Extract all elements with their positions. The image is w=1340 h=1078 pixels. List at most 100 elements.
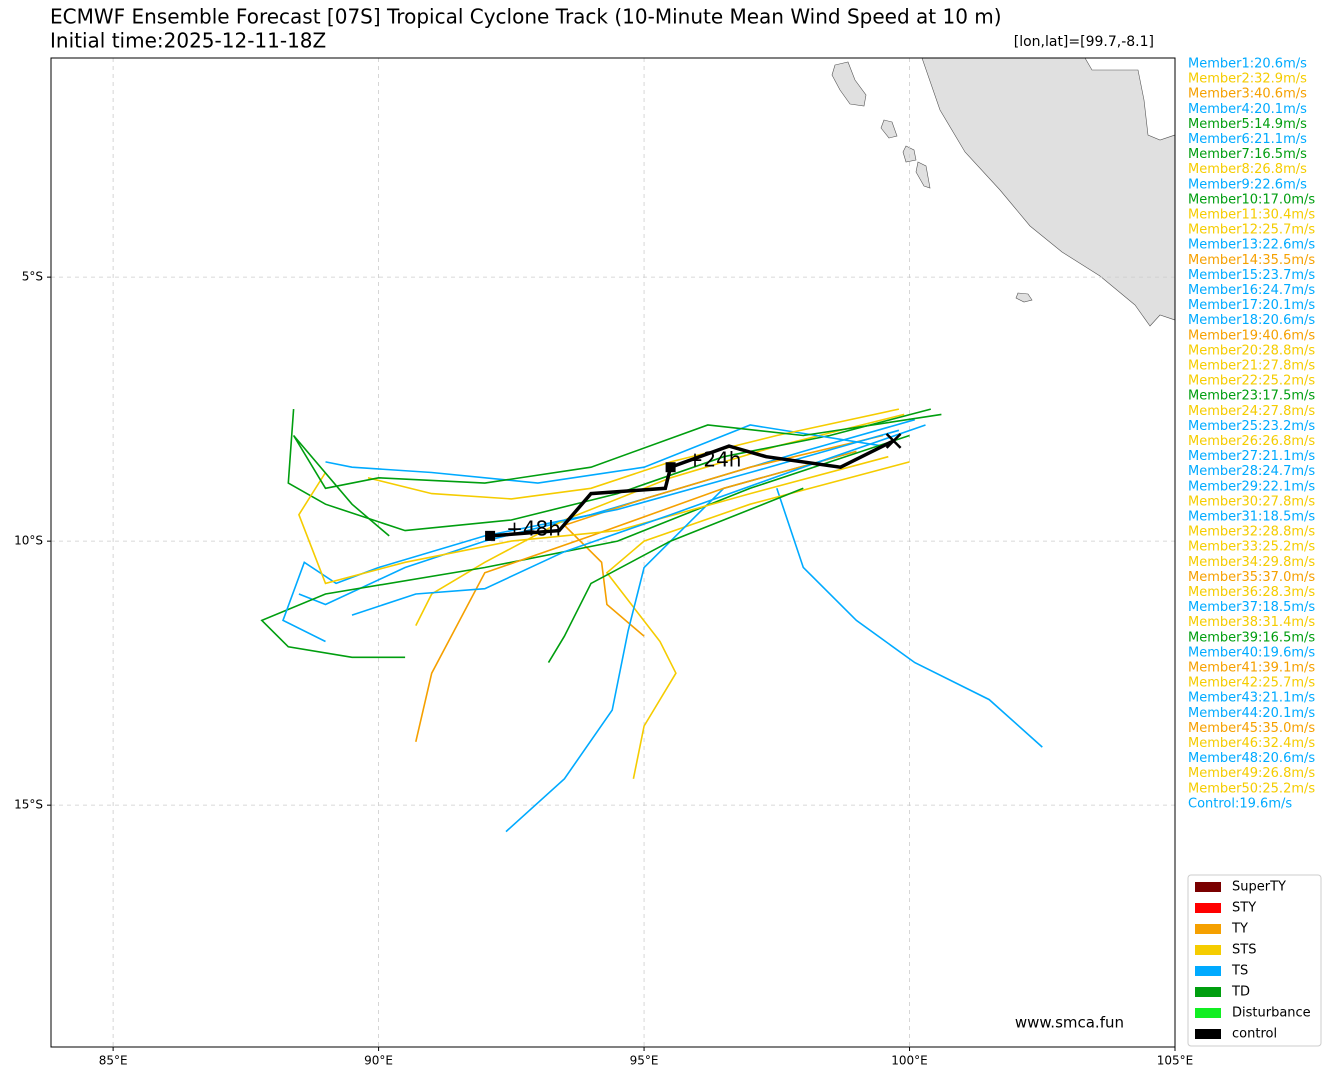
- x-tick-label: 85°E: [99, 1054, 128, 1068]
- legend-label: TS: [1231, 964, 1248, 979]
- member-label: Member50:25.2m/s: [1188, 781, 1315, 796]
- y-tick-label: 10°S: [14, 534, 43, 548]
- member-label: Member43:21.1m/s: [1188, 691, 1315, 706]
- member-label: Member38:31.4m/s: [1188, 615, 1315, 630]
- member-label: Member41:39.1m/s: [1188, 661, 1315, 676]
- member-label: Member29:22.1m/s: [1188, 479, 1315, 494]
- member-track: [367, 408, 900, 500]
- member-label: Member12:25.7m/s: [1188, 223, 1315, 238]
- member-label: Member26:26.8m/s: [1188, 434, 1315, 449]
- member-label: Member40:19.6m/s: [1188, 645, 1315, 660]
- legend-box: [1187, 874, 1322, 1047]
- land: [831, 58, 1175, 327]
- member-label: Member31:18.5m/s: [1188, 510, 1315, 525]
- grid: [51, 58, 1176, 1047]
- member-track: [605, 461, 910, 779]
- island: [1015, 292, 1033, 303]
- member-track: [287, 408, 932, 532]
- member-label: Member6:21.1m/s: [1188, 132, 1307, 147]
- member-label: Member46:32.4m/s: [1188, 736, 1315, 751]
- member-label: Member32:28.8m/s: [1188, 525, 1315, 540]
- x-tick-label: 90°E: [364, 1054, 393, 1068]
- x-tick-label: 95°E: [630, 1054, 659, 1068]
- y-tick-label: 15°S: [14, 798, 43, 812]
- member-label: Member34:29.8m/s: [1188, 555, 1315, 570]
- member-label: Member13:22.6m/s: [1188, 238, 1315, 253]
- legend-label: control: [1232, 1027, 1277, 1042]
- member-track: [351, 424, 926, 616]
- member-label: Member23:17.5m/s: [1188, 389, 1315, 404]
- member-label: Member35:37.0m/s: [1188, 570, 1315, 585]
- member-label: Member20:28.8m/s: [1188, 343, 1315, 358]
- member-label: Member3:40.6m/s: [1188, 87, 1307, 102]
- member-label: Member22:25.2m/s: [1188, 374, 1315, 389]
- member-label: Member28:24.7m/s: [1188, 464, 1315, 479]
- sumatra: [921, 58, 1175, 327]
- legend-label: STY: [1232, 901, 1256, 916]
- member-label: Member11:30.4m/s: [1188, 208, 1315, 223]
- island: [831, 61, 867, 107]
- member-label: Member49:26.8m/s: [1188, 766, 1315, 781]
- legend-label: TD: [1231, 985, 1250, 1000]
- legend-swatch: [1195, 903, 1221, 913]
- member-track: [776, 488, 1043, 748]
- member-label: Member19:40.6m/s: [1188, 328, 1315, 343]
- legend-label: STS: [1232, 943, 1256, 958]
- legend-swatch: [1195, 1008, 1221, 1018]
- member-label: Member45:35.0m/s: [1188, 721, 1315, 736]
- member-label: Member5:14.9m/s: [1188, 117, 1307, 132]
- x-tick-label: 100°E: [891, 1054, 928, 1068]
- member-track: [282, 429, 900, 643]
- chart-subtitle: Initial time:2025-12-11-18Z: [50, 29, 326, 53]
- member-label: Member42:25.7m/s: [1188, 676, 1315, 691]
- time-marker: [485, 530, 496, 541]
- member-label: Member8:26.8m/s: [1188, 162, 1307, 177]
- y-tick-label: 5°S: [22, 270, 43, 284]
- member-label: Member33:25.2m/s: [1188, 540, 1315, 555]
- member-track: [325, 424, 884, 484]
- member-label: Member4:20.1m/s: [1188, 102, 1307, 117]
- member-label: Member21:27.8m/s: [1188, 359, 1315, 374]
- member-label: Member15:23.7m/s: [1188, 268, 1315, 283]
- time-label: +24h: [687, 448, 742, 472]
- member-label: Member27:21.1m/s: [1188, 449, 1315, 464]
- member-label: Member44:20.1m/s: [1188, 706, 1315, 721]
- plot-frame: [50, 57, 1176, 1048]
- member-label: Member17:20.1m/s: [1188, 298, 1315, 313]
- x-tick-label: 105°E: [1157, 1054, 1194, 1068]
- member-label: Member16:24.7m/s: [1188, 283, 1315, 298]
- member-label: Member39:16.5m/s: [1188, 630, 1315, 645]
- member-label: Member1:20.6m/s: [1188, 57, 1307, 72]
- member-label: Member18:20.6m/s: [1188, 313, 1315, 328]
- chart-title: ECMWF Ensemble Forecast [07S] Tropical C…: [50, 5, 1002, 29]
- member-track: [292, 413, 942, 537]
- member-label: Member2:32.9m/s: [1188, 72, 1307, 87]
- island: [915, 161, 931, 189]
- legend-swatch: [1195, 1029, 1221, 1039]
- member-label: Control:19.6m/s: [1188, 796, 1292, 811]
- member-track: [415, 450, 857, 742]
- member-label: Member9:22.6m/s: [1188, 177, 1307, 192]
- legend-swatch: [1195, 966, 1221, 976]
- time-label: +48h: [506, 516, 561, 540]
- member-label: Member36:28.3m/s: [1188, 585, 1315, 600]
- legend-swatch: [1195, 924, 1221, 934]
- watermark: www.smca.fun: [1015, 1014, 1124, 1032]
- member-label: Member10:17.0m/s: [1188, 192, 1315, 207]
- member-label: Member7:16.5m/s: [1188, 147, 1307, 162]
- member-label: Member37:18.5m/s: [1188, 600, 1315, 615]
- time-marker: [665, 462, 676, 473]
- start-marker: [885, 432, 902, 449]
- member-track: [298, 418, 916, 606]
- member-label: Member14:35.5m/s: [1188, 253, 1315, 268]
- tracks: +24h +48h: [260, 408, 1043, 833]
- member-label: Member48:20.6m/s: [1188, 751, 1315, 766]
- member-track: [547, 487, 804, 664]
- member-label: Member30:27.8m/s: [1188, 494, 1315, 509]
- island: [880, 119, 898, 139]
- legend-swatch: [1195, 987, 1221, 997]
- member-label: Member25:23.2m/s: [1188, 419, 1315, 434]
- legend-label: Disturbance: [1232, 1006, 1311, 1021]
